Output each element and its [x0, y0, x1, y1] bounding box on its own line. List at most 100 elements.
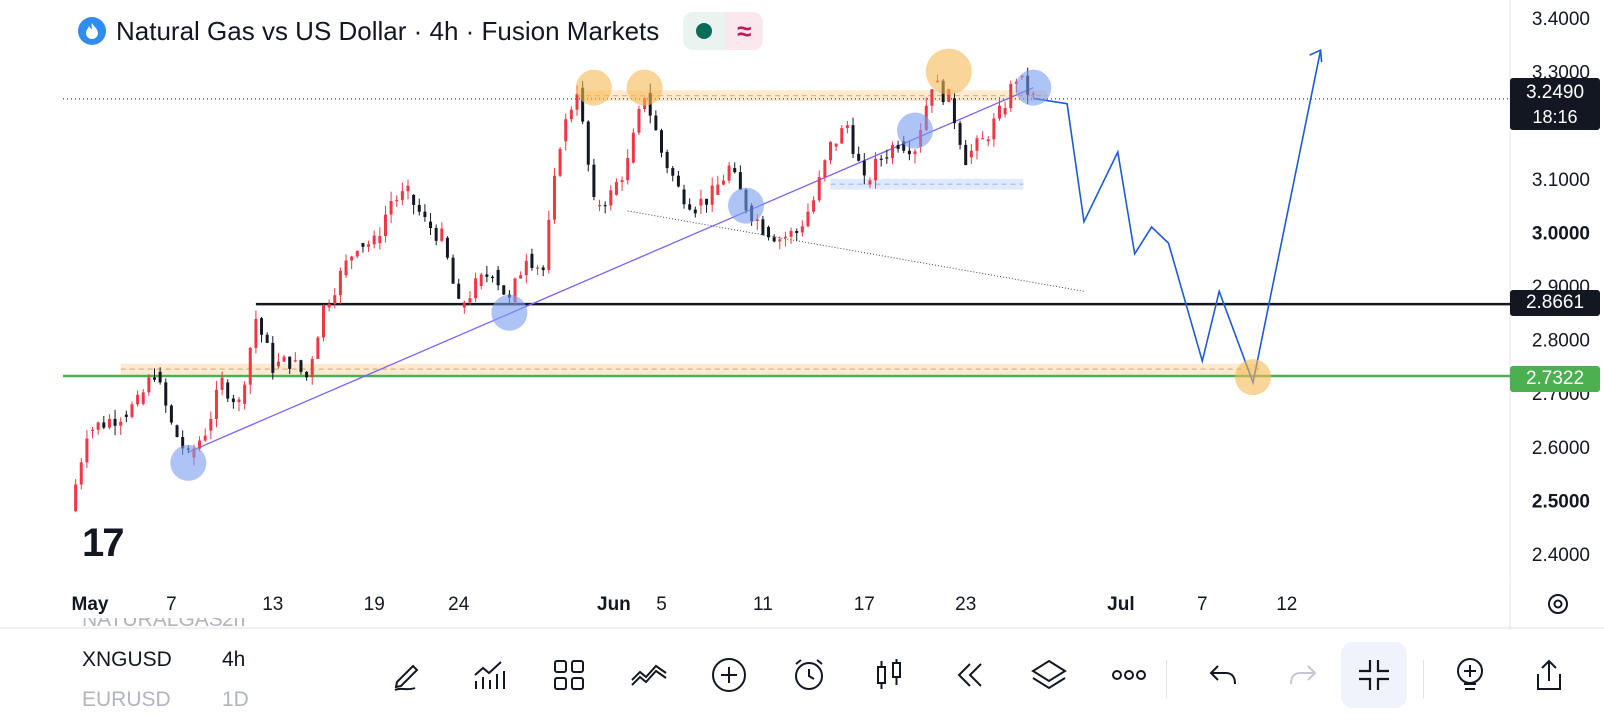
candle-bullish	[609, 190, 613, 206]
idea-icon[interactable]	[1447, 652, 1493, 698]
candle-bullish	[981, 138, 985, 140]
candle-bullish	[947, 89, 951, 103]
candle-bullish	[975, 138, 979, 151]
price-tick-label: 3.1000	[1532, 170, 1590, 191]
candle-bullish	[840, 128, 844, 144]
candle-bearish	[271, 342, 275, 373]
more-icon[interactable]	[1106, 652, 1152, 698]
candle-bullish	[338, 270, 342, 296]
price-tick-label: 2.4000	[1532, 545, 1590, 566]
candle-bearish	[113, 418, 117, 426]
price-tick-label: 2.8000	[1532, 331, 1590, 352]
candle-bullish	[395, 200, 399, 202]
candle-bearish	[660, 130, 663, 153]
time-tick-label: 13	[262, 594, 283, 615]
layers-icon[interactable]	[1026, 652, 1072, 698]
candle-bullish	[519, 275, 523, 279]
share-icon[interactable]	[1526, 652, 1572, 698]
swing-high-marker	[1235, 359, 1271, 396]
time-tick-label: 5	[656, 594, 667, 615]
alert-icon[interactable]	[786, 652, 832, 698]
candle-bullish	[800, 226, 804, 233]
candle-bearish	[896, 144, 900, 149]
current-price-value: 3.2490	[1525, 82, 1585, 103]
candle-bullish	[333, 295, 337, 305]
candle-bullish	[913, 151, 917, 155]
candle-bearish	[902, 141, 906, 151]
candle-bullish	[479, 274, 483, 286]
candle-bearish	[733, 168, 737, 173]
candle-bearish	[260, 318, 264, 335]
candle-bullish	[389, 201, 393, 215]
chart-title-bar[interactable]: Natural Gas vs US Dollar · 4h · Fusion M…	[78, 12, 764, 50]
candle-bullish	[930, 89, 934, 106]
indicators-icon[interactable]	[466, 652, 512, 698]
candle-bearish	[231, 398, 235, 403]
candle-bullish	[327, 304, 331, 308]
candle-bullish	[992, 118, 996, 140]
candle-bullish	[378, 235, 382, 244]
time-tick-label: 12	[1276, 594, 1297, 615]
candle-bullish	[474, 278, 478, 299]
candle-bearish	[857, 153, 861, 161]
candle-bearish	[485, 274, 489, 277]
candle-bearish	[592, 164, 596, 197]
watchlist-item[interactable]: EURUSD 1D	[82, 688, 249, 711]
candle-bearish	[451, 257, 455, 284]
candle-bearish	[175, 425, 179, 438]
candle-bearish	[169, 405, 173, 423]
candle-bullish	[119, 421, 123, 426]
candle-bullish	[513, 278, 517, 303]
candle-bullish	[626, 157, 630, 181]
chart-area[interactable]: 3.4000 3.3000 3.1000 3.0000 2.9000 2.8000 2.70…	[0, 0, 1604, 630]
watchlist-item-active[interactable]: XNGUSD 4h	[82, 648, 246, 671]
candles-icon[interactable]	[866, 652, 912, 698]
candle-bearish	[693, 209, 697, 214]
current-price-badge: 3.2490 18:16	[1510, 78, 1600, 130]
candle-bearish	[445, 237, 449, 258]
candle-bullish	[829, 141, 832, 161]
candle-bullish	[322, 305, 325, 338]
candle-bullish	[524, 260, 528, 276]
collapse-icon[interactable]	[1341, 642, 1407, 708]
candle-bearish	[530, 253, 534, 269]
market-status[interactable]: ≈	[683, 12, 764, 50]
candle-bullish	[79, 462, 83, 485]
undo-icon[interactable]	[1200, 652, 1246, 698]
candle-bearish	[682, 189, 686, 205]
candle-bullish	[874, 158, 878, 181]
candle-bullish	[203, 435, 207, 441]
draw-icon[interactable]	[385, 652, 431, 698]
grid-icon[interactable]	[546, 652, 592, 698]
redo-icon[interactable]	[1280, 652, 1326, 698]
candle-bearish	[434, 228, 438, 241]
candle-bearish	[361, 243, 365, 247]
price-chart[interactable]: 3.40003.30003.10003.00002.90002.80002.70…	[0, 0, 1604, 630]
candle-bearish	[761, 219, 765, 235]
symbol-title: Natural Gas vs US Dollar · 4h · Fusion M…	[116, 15, 660, 46]
candle-bearish	[153, 377, 156, 380]
candle-bullish	[716, 184, 720, 195]
watchlist-item[interactable]: NATURALGAS 2h	[82, 618, 246, 631]
axis-settings-icon	[1548, 594, 1568, 614]
bottom-toolbar	[0, 630, 1604, 720]
candle-bullish	[248, 347, 252, 385]
trendline-touch-marker	[728, 187, 764, 224]
time-tick-label: Jun	[597, 594, 631, 615]
templates-icon[interactable]	[626, 652, 672, 698]
time-tick-label: 24	[448, 594, 470, 615]
replay-icon[interactable]	[946, 652, 992, 698]
candle-bullish	[220, 377, 224, 390]
add-icon[interactable]	[706, 652, 752, 698]
candle-bullish	[462, 302, 466, 308]
candle-bearish	[164, 382, 168, 406]
watchlist[interactable]: NATURALGAS 2h XNGUSD 4h EURUSD 1D	[82, 618, 282, 720]
projection-arrowhead	[1309, 48, 1323, 63]
axis-settings-icon-center	[1553, 599, 1563, 609]
candle-bullish	[372, 235, 376, 245]
bar-countdown: 18:16	[1532, 107, 1578, 127]
candle-bullish	[552, 175, 556, 220]
candle-bearish	[412, 194, 416, 205]
candle-bullish	[710, 185, 714, 205]
time-tick-label: 11	[753, 594, 773, 615]
